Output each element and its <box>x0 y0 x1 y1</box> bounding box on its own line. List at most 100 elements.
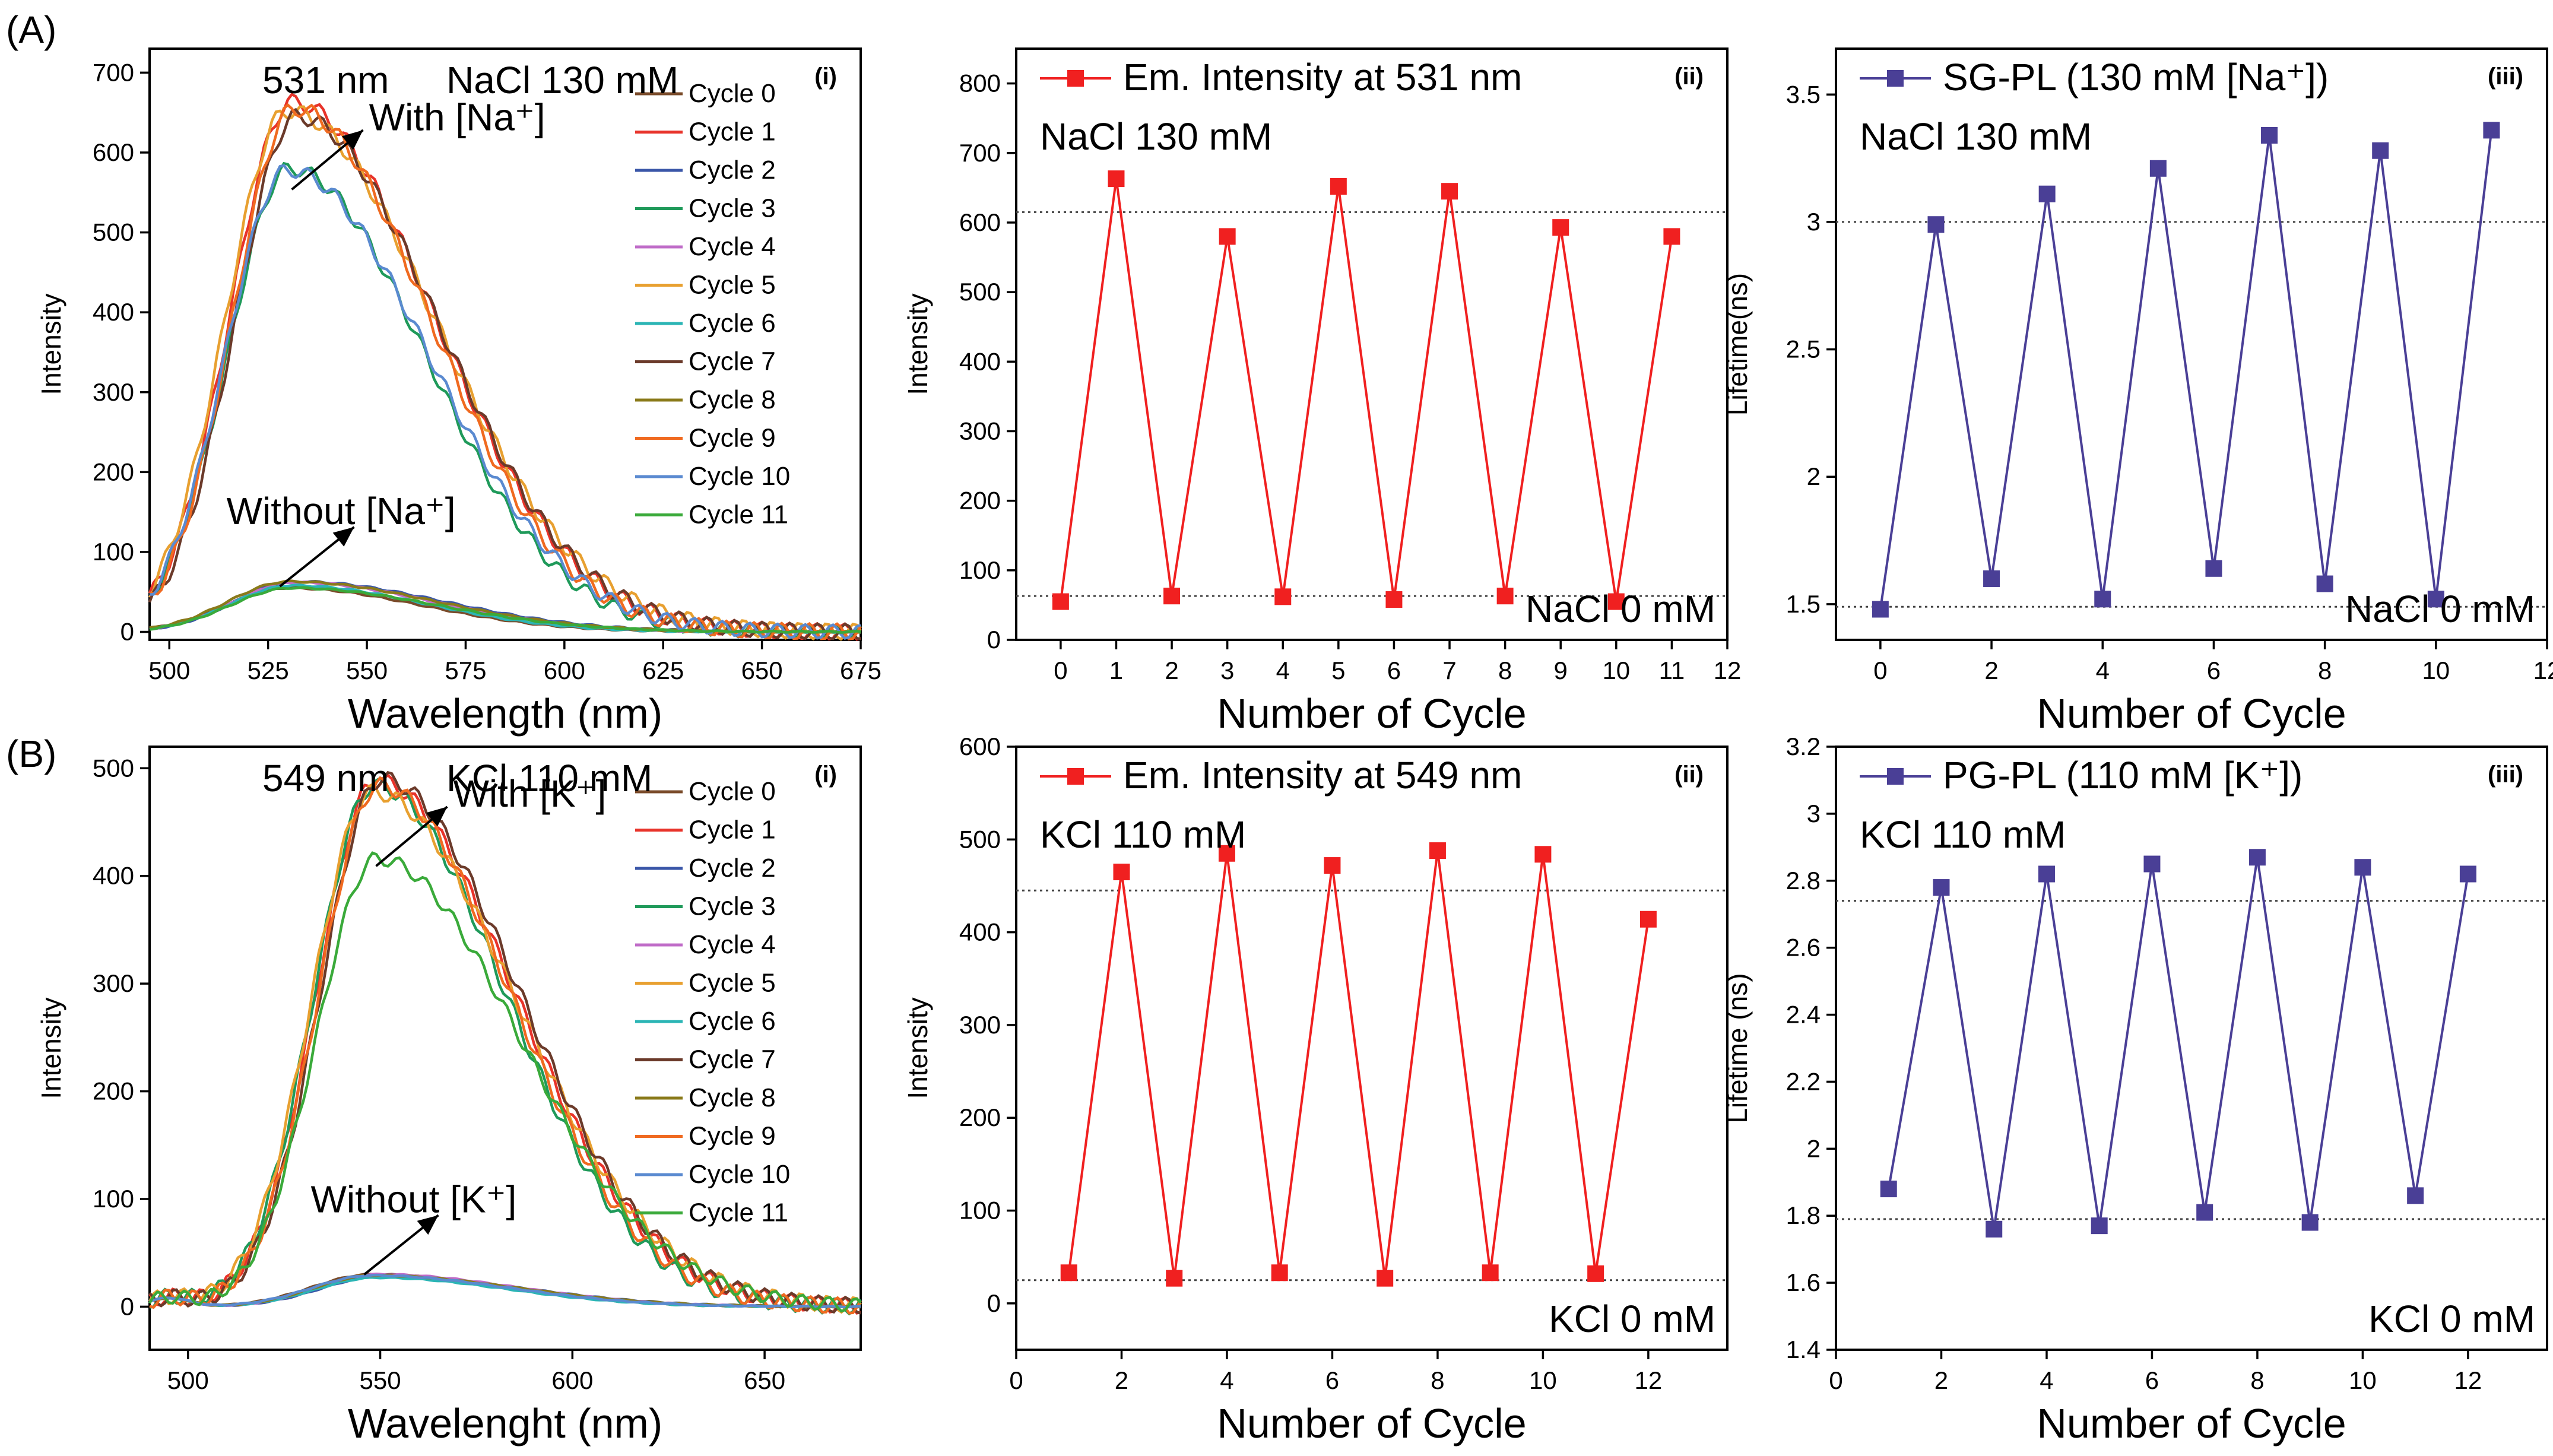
data-point <box>1927 216 1945 233</box>
series-line <box>1059 178 1673 602</box>
data-point <box>1166 1270 1183 1287</box>
y-tick-label: 0 <box>120 618 134 646</box>
legend-entry: Cycle 2 <box>689 156 776 185</box>
data-point <box>2094 591 2111 608</box>
legend-entry: SG-PL (130 mM [Na⁺]) <box>1943 56 2329 99</box>
y-tick-label: 400 <box>93 298 134 326</box>
legend-entry: Cycle 0 <box>689 79 776 108</box>
data-point <box>1274 588 1292 605</box>
upper-condition-note: KCl 110 mM <box>1860 813 2066 856</box>
y-tick-label: 3 <box>1807 800 1821 827</box>
data-point <box>1534 846 1552 863</box>
x-tick-label: 3 <box>1220 656 1234 684</box>
x-tick-label: 550 <box>346 656 388 684</box>
data-point <box>1482 1264 1499 1281</box>
x-tick-label: 4 <box>1220 1366 1233 1394</box>
y-tick-label: 2.5 <box>1786 335 1821 363</box>
x-tick-label: 2 <box>1984 656 1998 684</box>
legend-entry: Cycle 5 <box>689 271 776 300</box>
data-point <box>1218 845 1235 862</box>
x-tick-label: 625 <box>642 656 684 684</box>
data-point <box>1587 1265 1604 1282</box>
annotation-without: Without [K⁺] <box>310 1178 516 1220</box>
condition-title: NaCl 130 mM <box>446 59 678 101</box>
legend-entry: Cycle 8 <box>689 1083 776 1112</box>
y-tick-label: 1.6 <box>1786 1268 1821 1296</box>
legend-entry: Cycle 11 <box>689 1198 788 1227</box>
panel-tag: (ii) <box>1674 762 1704 788</box>
x-tick-label: 575 <box>445 656 486 684</box>
y-tick-label: 100 <box>93 1185 134 1213</box>
x-tick-label: 6 <box>2145 1366 2159 1394</box>
data-point <box>1163 588 1181 605</box>
x-tick-label: 525 <box>248 656 289 684</box>
data-point <box>1552 219 1569 236</box>
data-point <box>1607 593 1625 610</box>
annotation-without: Without [Na⁺] <box>227 490 456 532</box>
panel-b-label: (B) <box>6 732 56 775</box>
chart-group: 500 525 550 575 600 625 650 6750100200300400500… <box>36 47 2553 1447</box>
annotation-with: With [Na⁺] <box>369 96 546 138</box>
spectrum-line-cycle-11 <box>149 586 861 634</box>
spectrum-line-cycle-3 <box>149 776 862 1316</box>
x-tick-label: 4 <box>1276 656 1290 684</box>
series-line <box>1879 130 2493 610</box>
y-axis-label: Intensity <box>36 997 66 1099</box>
legend-marker <box>1067 768 1084 785</box>
condition-title: KCl 110 mM <box>446 757 652 800</box>
legend-entry: Cycle 7 <box>689 347 776 376</box>
data-point <box>1496 588 1514 605</box>
data-point <box>1933 879 1950 896</box>
x-tick-label: 8 <box>2318 656 2332 684</box>
x-tick-label: 1 <box>1109 656 1123 684</box>
y-tick-label: 200 <box>959 487 1001 515</box>
data-point <box>1639 911 1657 928</box>
x-tick-label: 9 <box>1554 656 1568 684</box>
data-point <box>1330 178 1347 195</box>
x-tick-label: 10 <box>1602 656 1630 684</box>
upper-condition-note: NaCl 130 mM <box>1040 115 1272 158</box>
data-point <box>1880 1181 1897 1198</box>
panel-a-label: (A) <box>6 8 56 51</box>
data-point <box>2372 142 2389 159</box>
x-axis-label: Number of Cycle <box>2037 1400 2346 1447</box>
x-tick-label: 650 <box>744 1366 785 1394</box>
legend-entry: Cycle 6 <box>689 1007 776 1036</box>
y-tick-label: 800 <box>959 69 1001 97</box>
x-tick-label: 6 <box>1387 656 1401 684</box>
lower-condition-note: KCl 0 mM <box>1549 1298 1715 1340</box>
x-tick-label: 4 <box>2096 656 2110 684</box>
y-tick-label: 100 <box>93 538 134 566</box>
plot-frame <box>1835 746 2548 1351</box>
x-axis-label: Number of Cycle <box>2037 690 2346 737</box>
legend-entry: Cycle 2 <box>689 854 776 883</box>
y-axis-label: Intensity <box>902 997 933 1099</box>
y-tick-label: 600 <box>959 208 1001 236</box>
legend-entry: Cycle 10 <box>689 462 790 491</box>
plot-frame <box>148 47 862 641</box>
y-tick-label: 500 <box>959 278 1001 306</box>
x-tick-label: 12 <box>1714 656 1742 684</box>
annotation-with: With [K⁺] <box>453 772 606 815</box>
y-tick-label: 200 <box>93 458 134 486</box>
data-point <box>2483 122 2500 139</box>
data-point <box>1052 593 1069 610</box>
x-tick-label: 2 <box>1934 1366 1948 1394</box>
y-axis-label: Lifetime (ns) <box>1722 973 1753 1123</box>
annotation-arrow-head <box>426 807 448 827</box>
data-point <box>1108 170 1125 188</box>
legend-entry: Cycle 5 <box>689 969 776 998</box>
legend-entry: Cycle 4 <box>689 232 776 261</box>
y-tick-label: 2.2 <box>1786 1067 1821 1095</box>
x-tick-label: 600 <box>551 1366 593 1394</box>
data-point <box>2143 855 2161 873</box>
data-point <box>1983 570 2000 587</box>
x-tick-label: 675 <box>840 656 881 684</box>
legend-entry: Cycle 0 <box>689 777 776 806</box>
x-tick-label: 8 <box>1498 656 1512 684</box>
panel-tag: (i) <box>814 64 837 90</box>
x-tick-label: 550 <box>360 1366 401 1394</box>
chart-a-ii-cycles: 0 1 2 3 4 5 6 7 8 9 10 11 12010020030040050060070080… <box>902 47 1742 737</box>
y-tick-label: 3.2 <box>1786 732 1821 760</box>
